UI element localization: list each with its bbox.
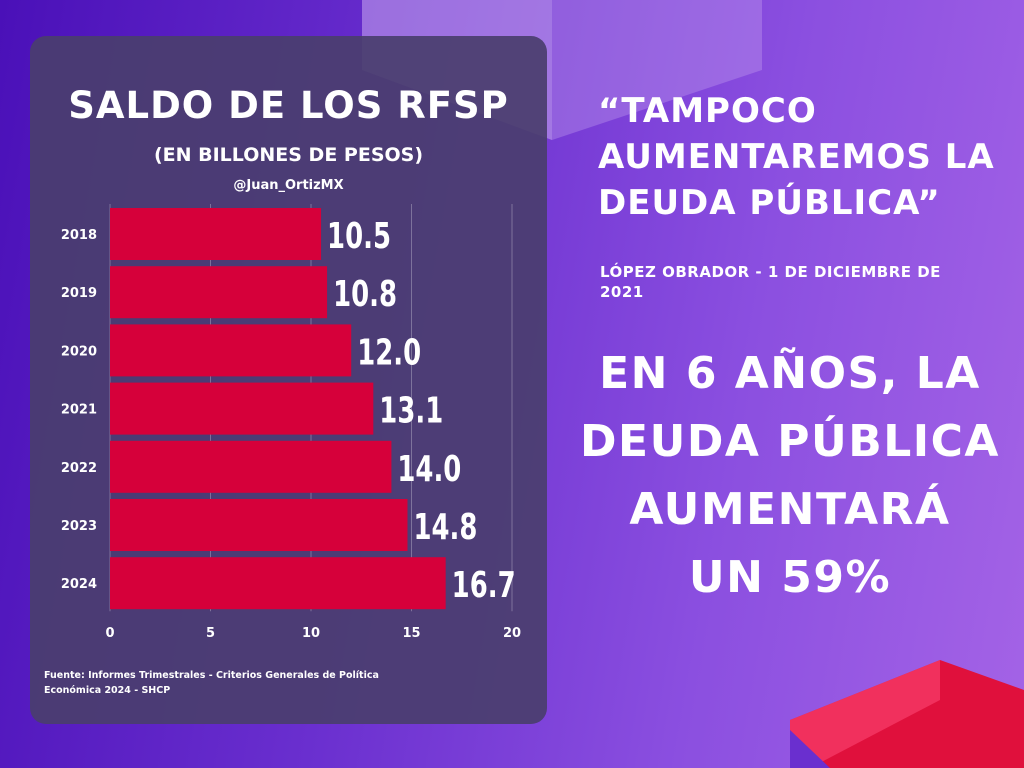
attribution-line-1: LÓPEZ OBRADOR - 1 DE DICIEMBRE DE — [600, 263, 941, 281]
value-label: 12.0 — [357, 332, 421, 373]
chart-author-handle: @Juan_OrtizMX — [233, 178, 344, 193]
quote-line-2: AUMENTAREMOS LA — [598, 137, 995, 177]
category-label: 2021 — [61, 403, 97, 418]
category-label: 2018 — [61, 228, 97, 243]
category-label: 2023 — [61, 519, 97, 534]
headline-line-1: EN 6 AÑOS, LA — [599, 348, 981, 399]
x-tick-label: 15 — [402, 626, 420, 641]
x-tick-label: 0 — [105, 626, 114, 641]
bar-2023 — [110, 499, 408, 551]
headline-line-3: AUMENTARÁ — [629, 484, 951, 535]
x-tick-label: 10 — [302, 626, 320, 641]
category-label: 2024 — [61, 577, 97, 592]
bar-2021 — [110, 382, 374, 435]
source-note: Fuente: Informes Trimestrales - Criterio… — [44, 668, 404, 698]
chart-title: SALDO DE LOS RFSP — [68, 84, 509, 127]
bar-2019 — [110, 266, 328, 319]
bar-2020 — [110, 324, 352, 377]
attribution-line-2: 2021 — [600, 283, 644, 301]
bar-2022 — [110, 440, 392, 493]
quote-text: “TAMPOCO AUMENTAREMOS LA DEUDA PÚBLICA” — [598, 88, 1008, 226]
value-label: 10.5 — [327, 216, 391, 257]
value-label: 10.8 — [333, 274, 397, 315]
bar-chart: 0 5 10 15 20 2018 10.5 2019 10.8 2020 12.0 2021 13.1… — [61, 204, 521, 641]
x-tick-label: 20 — [503, 626, 521, 641]
bar-2018 — [110, 208, 322, 260]
source-line-2: Económica 2024 - SHCP — [44, 685, 171, 696]
headline-line-4: UN 59% — [688, 552, 892, 603]
quote-line-3: DEUDA PÚBLICA” — [598, 183, 941, 223]
x-tick-label: 5 — [206, 626, 215, 641]
value-label: 13.1 — [379, 390, 443, 431]
value-label: 14.0 — [397, 449, 461, 490]
quote-line-1: “TAMPOCO — [598, 91, 817, 131]
source-line-1: Fuente: Informes Trimestrales - Criterio… — [44, 670, 379, 681]
bars-group — [110, 208, 446, 610]
category-label: 2022 — [61, 461, 97, 476]
category-label: 2020 — [61, 344, 97, 359]
category-label: 2019 — [61, 286, 97, 301]
headline-statement: EN 6 AÑOS, LA DEUDA PÚBLICA AUMENTARÁ UN… — [570, 340, 1010, 612]
decorative-bottom-shape — [790, 660, 1024, 768]
labels-group: 0 5 10 15 20 2018 10.5 2019 10.8 2020 12.0 2021 13.1… — [61, 216, 521, 641]
headline-line-2: DEUDA PÚBLICA — [580, 416, 1000, 467]
value-label: 16.7 — [452, 565, 516, 606]
value-label: 14.8 — [413, 507, 477, 548]
bar-2024 — [110, 557, 446, 610]
chart-subtitle: (EN BILLONES DE PESOS) — [153, 144, 424, 166]
quote-attribution: LÓPEZ OBRADOR - 1 DE DICIEMBRE DE 2021 — [600, 262, 980, 302]
chart-card: SALDO DE LOS RFSP (EN BILLONES DE PESOS)… — [30, 36, 547, 724]
